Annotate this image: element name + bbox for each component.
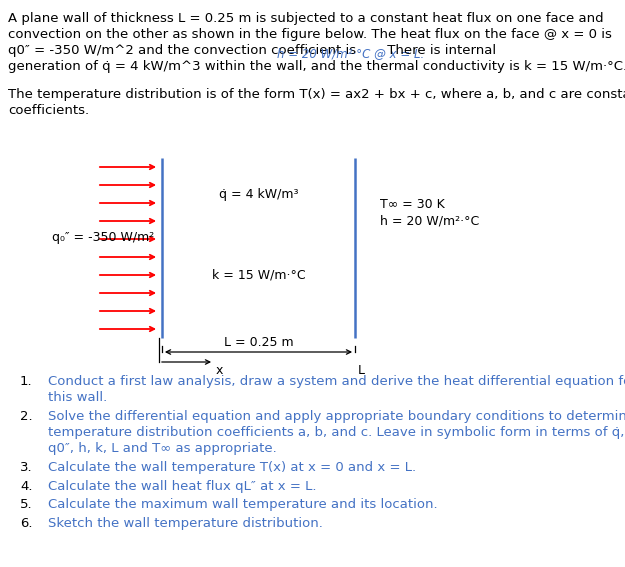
Text: Sketch the wall temperature distribution.: Sketch the wall temperature distribution… [48,517,323,530]
Text: h = 20 W/m²·°C @ x = L.: h = 20 W/m²·°C @ x = L. [278,47,424,60]
Text: T∞ = 30 K: T∞ = 30 K [380,198,445,211]
Text: q₀″ = -350 W/m²: q₀″ = -350 W/m² [52,231,154,244]
Text: There is internal: There is internal [383,44,496,57]
Text: L: L [358,364,365,377]
Text: Calculate the wall temperature T(x) at x = 0 and x = L.: Calculate the wall temperature T(x) at x… [48,462,416,475]
Text: Calculate the maximum wall temperature and its location.: Calculate the maximum wall temperature a… [48,498,438,511]
Text: L = 0.25 m: L = 0.25 m [224,336,293,349]
Text: 3.: 3. [20,462,32,475]
Text: 5.: 5. [20,498,32,511]
Text: Conduct a first law analysis, draw a system and derive the heat differential equ: Conduct a first law analysis, draw a sys… [48,375,625,388]
Text: h = 20 W/m²·°C: h = 20 W/m²·°C [380,215,479,228]
Text: coefficients.: coefficients. [8,104,89,117]
Text: q̇ = 4 kW/m³: q̇ = 4 kW/m³ [219,188,298,201]
Text: 4.: 4. [20,480,32,493]
Text: A plane wall of thickness L = 0.25 m is subjected to a constant heat flux on one: A plane wall of thickness L = 0.25 m is … [8,12,604,25]
Text: Calculate the wall heat flux qL″ at x = L.: Calculate the wall heat flux qL″ at x = … [48,480,316,493]
Text: x: x [216,364,223,377]
Text: 1.: 1. [20,375,32,388]
Text: 6.: 6. [20,517,32,530]
Text: temperature distribution coefficients a, b, and c. Leave in symbolic form in ter: temperature distribution coefficients a,… [48,426,624,439]
Text: convection on the other as shown in the figure below. The heat flux on the face : convection on the other as shown in the … [8,28,612,41]
Text: 2.: 2. [20,410,32,423]
Text: The temperature distribution is of the form T(x) = ax2 + bx + c, where a, b, and: The temperature distribution is of the f… [8,88,625,101]
Text: q0″ = -350 W/m^2 and the convection coefficient is: q0″ = -350 W/m^2 and the convection coef… [8,44,361,57]
Text: k = 15 W/m·°C: k = 15 W/m·°C [212,268,306,281]
Text: Solve the differential equation and apply appropriate boundary conditions to det: Solve the differential equation and appl… [48,410,625,423]
Text: q0″, h, k, L and T∞ as appropriate.: q0″, h, k, L and T∞ as appropriate. [48,442,277,455]
Text: generation of q̇ = 4 kW/m^3 within the wall, and the thermal conductivity is k =: generation of q̇ = 4 kW/m^3 within the w… [8,60,625,73]
Text: this wall.: this wall. [48,391,108,404]
